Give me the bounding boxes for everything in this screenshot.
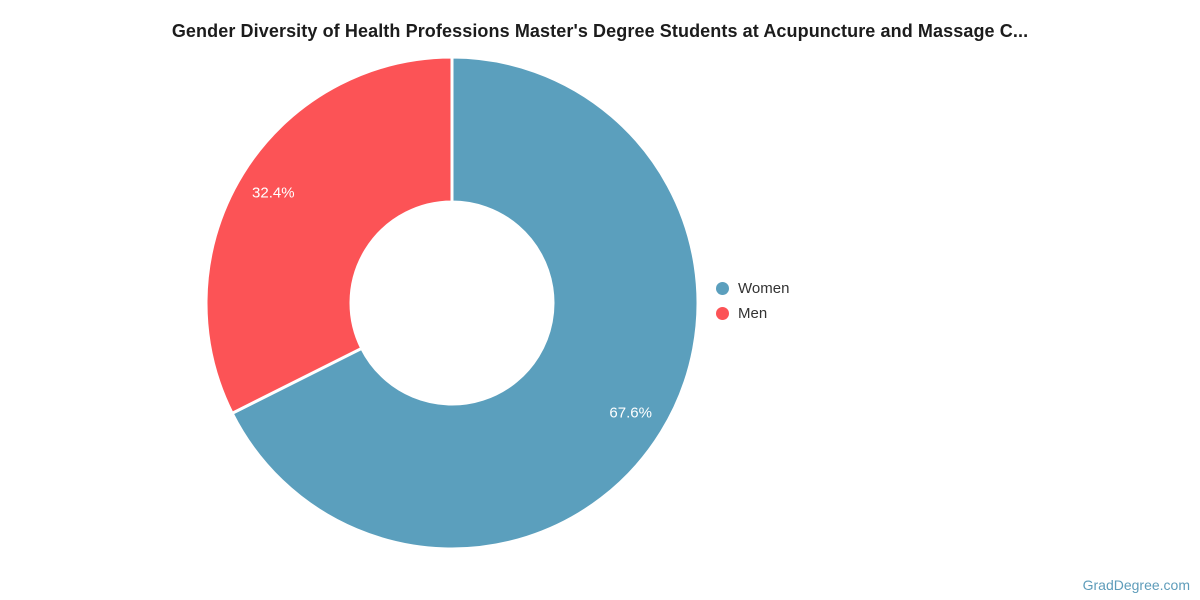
legend: Women Men xyxy=(716,278,789,324)
legend-marker-women-icon xyxy=(716,282,729,295)
donut-slice-men[interactable] xyxy=(204,55,454,415)
legend-label-women: Women xyxy=(738,280,790,297)
chart-title: Gender Diversity of Health Professions M… xyxy=(171,21,1029,41)
legend-label-men: Men xyxy=(738,305,768,322)
watermark-link[interactable]: GradDegree.com xyxy=(1082,577,1190,593)
legend-item-men[interactable]: Men xyxy=(716,303,789,324)
donut-svg xyxy=(204,55,700,551)
legend-item-women[interactable]: Women xyxy=(716,278,789,299)
donut-chart: 67.6% 32.4% xyxy=(202,53,702,553)
donut-slice-women[interactable] xyxy=(230,55,700,551)
legend-marker-men-icon xyxy=(716,307,729,320)
